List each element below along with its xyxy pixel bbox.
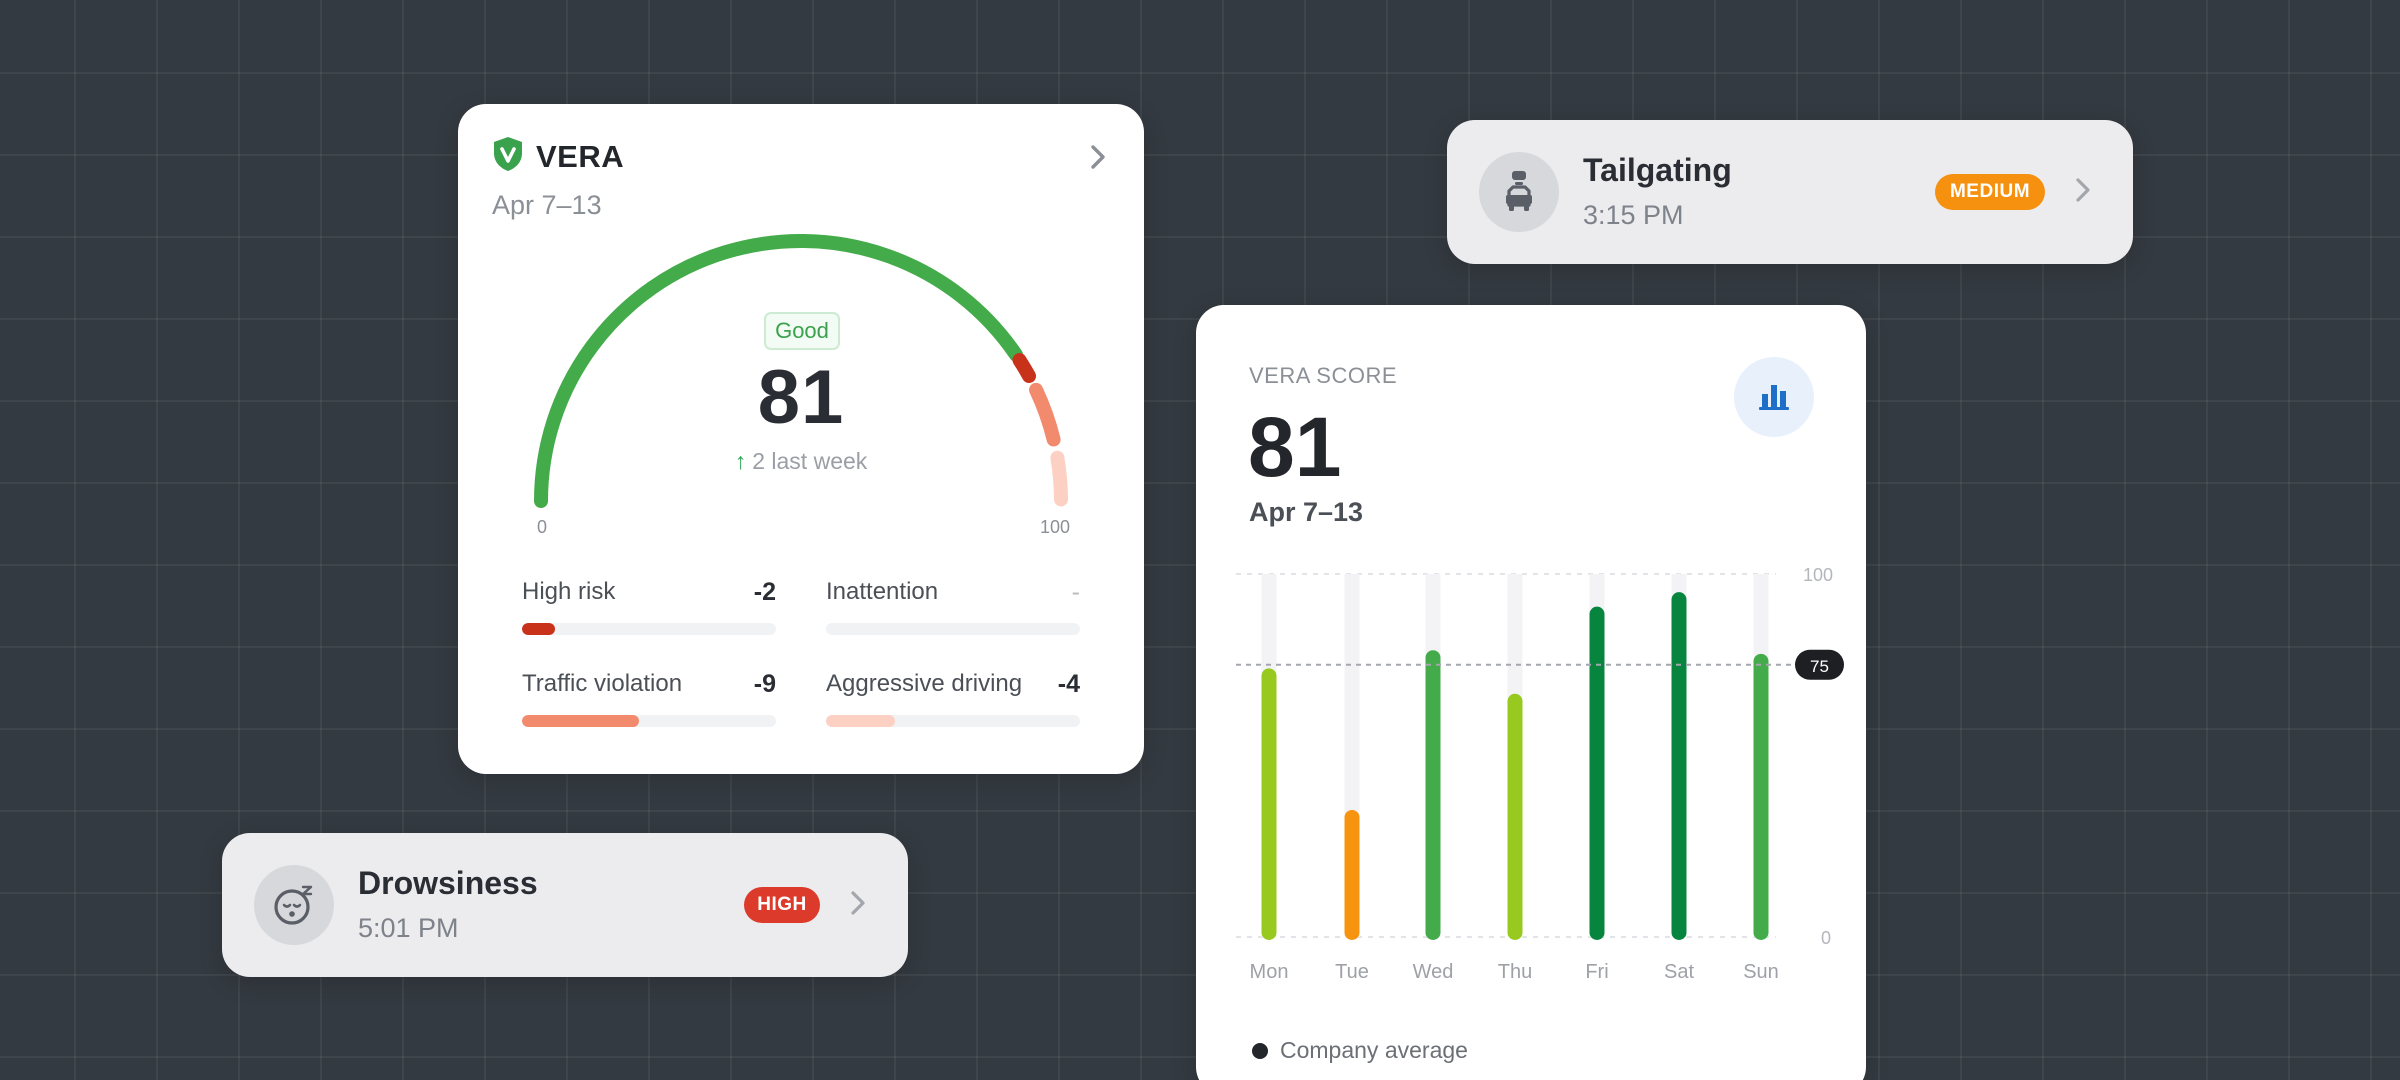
bar-chart-icon[interactable] bbox=[1734, 357, 1814, 437]
metric-bar bbox=[826, 623, 1080, 635]
metric-label: Aggressive driving bbox=[826, 670, 1023, 697]
vera-score-card: VERA SCORE 81 Apr 7–13 Mon Tue Wed Thu Fri Sa… bbox=[1196, 305, 1866, 1080]
event-time: 5:01 PM bbox=[358, 913, 459, 943]
weekly-score-chart: Mon Tue Wed Thu Fri Sat Sun 75 100 0 bbox=[1236, 565, 1844, 983]
legend-dot bbox=[1252, 1042, 1268, 1059]
score-delta: ↑ 2 last week bbox=[458, 448, 1144, 475]
metric-value: -4 bbox=[1057, 670, 1080, 698]
arrow-up-icon: ↑ bbox=[734, 448, 747, 474]
vera-title: VERA bbox=[536, 138, 625, 174]
bar-wed[interactable] bbox=[1425, 650, 1441, 940]
vera-header: VERA bbox=[492, 136, 624, 177]
y-tick-label: 0 bbox=[1821, 928, 1831, 948]
score-card-date: Apr 7–13 bbox=[1249, 497, 1364, 527]
vera-card[interactable]: VERA Apr 7–13 Good 81 ↑ 2 last week 0 100… bbox=[458, 104, 1144, 774]
metric-label: Inattention bbox=[826, 578, 939, 605]
score-card-score: 81 bbox=[1248, 400, 1342, 494]
bar-sun[interactable] bbox=[1753, 653, 1769, 940]
x-tick-label: Tue bbox=[1335, 961, 1369, 983]
bar-sat[interactable] bbox=[1671, 592, 1687, 940]
bar-fri[interactable] bbox=[1589, 606, 1605, 940]
x-tick-label: Wed bbox=[1413, 961, 1454, 983]
event-drowsiness[interactable]: Drowsiness 5:01 PM HIGH bbox=[222, 833, 908, 977]
metric-value: -2 bbox=[753, 578, 776, 606]
bar-mon[interactable] bbox=[1261, 668, 1277, 940]
gauge-segment-high-risk bbox=[1012, 353, 1036, 384]
severity-badge: HIGH bbox=[744, 887, 820, 923]
metric-bar bbox=[522, 715, 776, 727]
x-tick-label: Thu bbox=[1498, 961, 1532, 983]
x-tick-label: Sun bbox=[1743, 961, 1779, 983]
event-title: Tailgating bbox=[1583, 152, 1732, 188]
score-delta-text: 2 last week bbox=[752, 448, 868, 474]
chart-legend: Company average bbox=[1252, 1037, 1468, 1064]
metric-bar-fill bbox=[522, 715, 639, 727]
metric-bar bbox=[522, 623, 776, 635]
metric-value: -9 bbox=[753, 670, 776, 698]
score-card-label: VERA SCORE bbox=[1249, 363, 1398, 388]
gauge-segment-traffic-violation bbox=[1029, 382, 1061, 447]
event-title: Drowsiness bbox=[358, 865, 538, 901]
shield-icon bbox=[492, 136, 524, 177]
tailgating-icon bbox=[1479, 152, 1559, 232]
chevron-right-icon[interactable] bbox=[1090, 144, 1106, 175]
chevron-right-icon[interactable] bbox=[2075, 177, 2091, 208]
x-tick-label: Sat bbox=[1664, 961, 1694, 983]
gauge-segment-aggressive-driving bbox=[1050, 450, 1068, 507]
status-badge: Good bbox=[764, 312, 840, 350]
bar-thu[interactable] bbox=[1507, 693, 1523, 940]
vera-score: 81 bbox=[757, 355, 845, 440]
metric-label: Traffic violation bbox=[522, 670, 683, 697]
metric-bar-fill bbox=[826, 715, 895, 727]
bar-tue[interactable] bbox=[1344, 809, 1360, 940]
y-tick-label: 100 bbox=[1803, 565, 1833, 585]
gauge-max-label: 100 bbox=[1040, 517, 1071, 537]
severity-badge: MEDIUM bbox=[1935, 174, 2045, 210]
metric-label: High risk bbox=[522, 578, 616, 605]
metric-bar bbox=[826, 715, 1080, 727]
x-tick-label: Mon bbox=[1250, 961, 1289, 983]
event-time: 3:15 PM bbox=[1583, 200, 1684, 230]
company-average-value: 75 bbox=[1810, 657, 1829, 676]
chevron-right-icon[interactable] bbox=[850, 890, 866, 921]
vera-date-range: Apr 7–13 bbox=[492, 190, 602, 220]
score-gauge bbox=[534, 234, 1068, 508]
gauge-min-label: 0 bbox=[537, 517, 548, 537]
drowsy-face-icon bbox=[254, 865, 334, 945]
gauge-score-arc bbox=[534, 234, 1024, 508]
company-average-tag bbox=[1795, 649, 1844, 680]
event-tailgating[interactable]: Tailgating 3:15 PM MEDIUM bbox=[1447, 120, 2133, 264]
legend-label: Company average bbox=[1280, 1037, 1468, 1063]
x-tick-label: Fri bbox=[1585, 961, 1608, 983]
metric-bar-fill bbox=[522, 623, 556, 635]
metric-value: - bbox=[1071, 578, 1080, 606]
